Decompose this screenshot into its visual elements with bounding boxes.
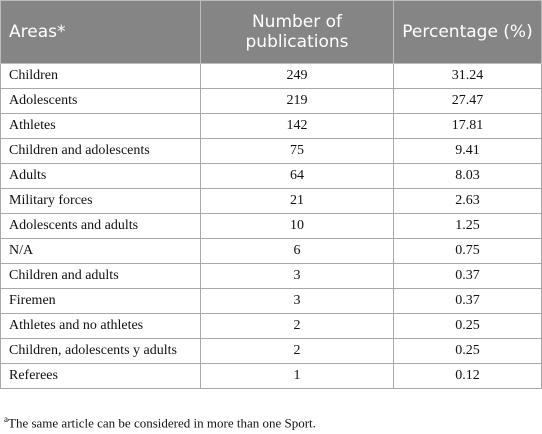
area-cell: Adults <box>0 163 201 189</box>
footnote: aThe same article can be considered in m… <box>4 414 316 431</box>
table-row: Children 249 31.24 <box>0 63 542 89</box>
percent-cell: 17.81 <box>393 113 542 139</box>
table-row: Adolescents and adults 10 1.25 <box>0 213 542 239</box>
header-row: Areas* Number of publications Percentage… <box>0 0 542 64</box>
table-body: Children 249 31.24 Adolescents 219 27.47 Athle… <box>0 63 542 389</box>
area-cell: Adolescents and adults <box>0 213 201 239</box>
count-cell: 142 <box>200 113 394 139</box>
table-row: Children and adults 3 0.37 <box>0 263 542 289</box>
table-row: Athletes and no athletes 2 0.25 <box>0 313 542 339</box>
count-cell: 64 <box>200 163 394 189</box>
count-cell: 2 <box>200 338 394 364</box>
table-row: N/A 6 0.75 <box>0 238 542 264</box>
area-cell: N/A <box>0 238 201 264</box>
table-row: Adults 64 8.03 <box>0 163 542 189</box>
area-cell: Children and adults <box>0 263 201 289</box>
percent-cell: 31.24 <box>393 63 542 89</box>
count-cell: 219 <box>200 88 394 114</box>
area-cell: Military forces <box>0 188 201 214</box>
percent-cell: 27.47 <box>393 88 542 114</box>
table-row: Referees 1 0.12 <box>0 363 542 389</box>
footnote-marker: a <box>4 414 8 424</box>
area-cell: Adolescents <box>0 88 201 114</box>
percent-cell: 0.12 <box>393 363 542 389</box>
area-cell: Athletes and no athletes <box>0 313 201 339</box>
count-cell: 3 <box>200 288 394 314</box>
count-cell: 75 <box>200 138 394 164</box>
table-row: Athletes 142 17.81 <box>0 113 542 139</box>
count-cell: 3 <box>200 263 394 289</box>
percent-cell: 2.63 <box>393 188 542 214</box>
table-row: Children and adolescents 75 9.41 <box>0 138 542 164</box>
percent-cell: 8.03 <box>393 163 542 189</box>
count-cell: 21 <box>200 188 394 214</box>
header-cell: Areas* <box>0 0 201 64</box>
area-cell: Children, adolescents y adults <box>0 338 201 364</box>
area-cell: Referees <box>0 363 201 389</box>
count-cell: 249 <box>200 63 394 89</box>
percent-cell: 0.25 <box>393 313 542 339</box>
area-cell: Children <box>0 63 201 89</box>
area-cell: Athletes <box>0 113 201 139</box>
area-cell: Firemen <box>0 288 201 314</box>
table-row: Firemen 3 0.37 <box>0 288 542 314</box>
percent-cell: 9.41 <box>393 138 542 164</box>
area-cell: Children and adolescents <box>0 138 201 164</box>
percent-cell: 0.25 <box>393 338 542 364</box>
table-row: Children, adolescents y adults 2 0.25 <box>0 338 542 364</box>
table-row: Adolescents 219 27.47 <box>0 88 542 114</box>
table-row: Military forces 21 2.63 <box>0 188 542 214</box>
percent-cell: 0.75 <box>393 238 542 264</box>
count-cell: 2 <box>200 313 394 339</box>
header-cell: Percentage (%) <box>393 0 542 64</box>
footnote-text: The same article can be considered in mo… <box>8 415 316 431</box>
percent-cell: 0.37 <box>393 288 542 314</box>
data-table: Areas* Number of publications Percentage… <box>0 0 542 389</box>
count-cell: 10 <box>200 213 394 239</box>
count-cell: 1 <box>200 363 394 389</box>
count-cell: 6 <box>200 238 394 264</box>
header-cell: Number of publications <box>200 0 394 64</box>
percent-cell: 0.37 <box>393 263 542 289</box>
percent-cell: 1.25 <box>393 213 542 239</box>
